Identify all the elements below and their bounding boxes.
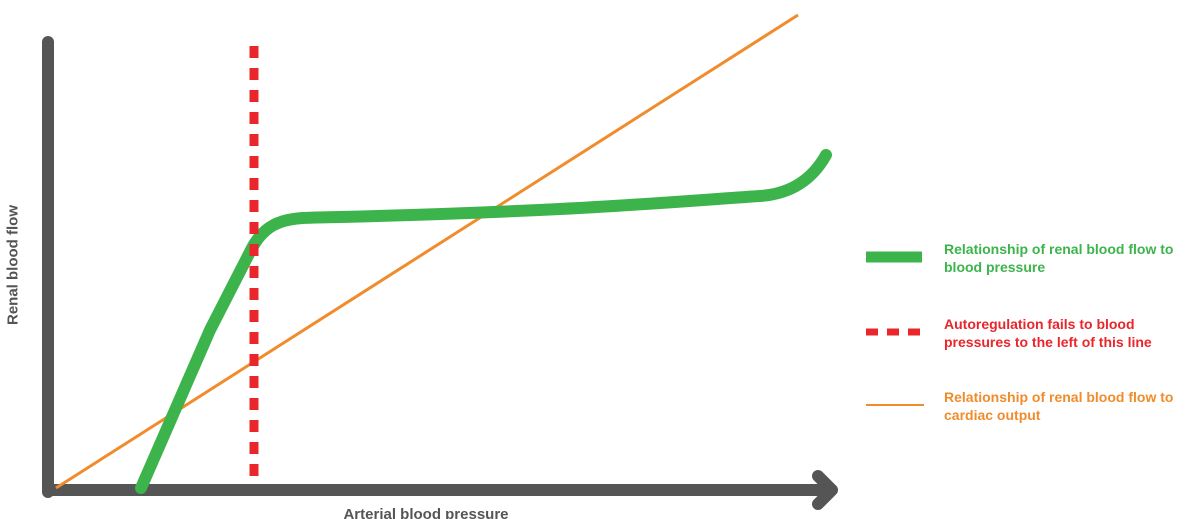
y-axis-label: Renal blood flow	[4, 205, 22, 325]
legend-label-limit: Autoregulation fails to blood pressures …	[944, 316, 1152, 350]
blood-pressure-curve	[135, 149, 832, 494]
x-axis-arrowhead	[812, 470, 838, 510]
legend-swatches	[866, 251, 924, 406]
axes	[42, 36, 838, 510]
x-axis-label: Arterial blood pressure	[343, 506, 509, 519]
legend-label-bp: Relationship of renal blood flow to bloo…	[944, 241, 1174, 275]
legend-label-co: Relationship of renal blood flow to card…	[944, 389, 1174, 423]
